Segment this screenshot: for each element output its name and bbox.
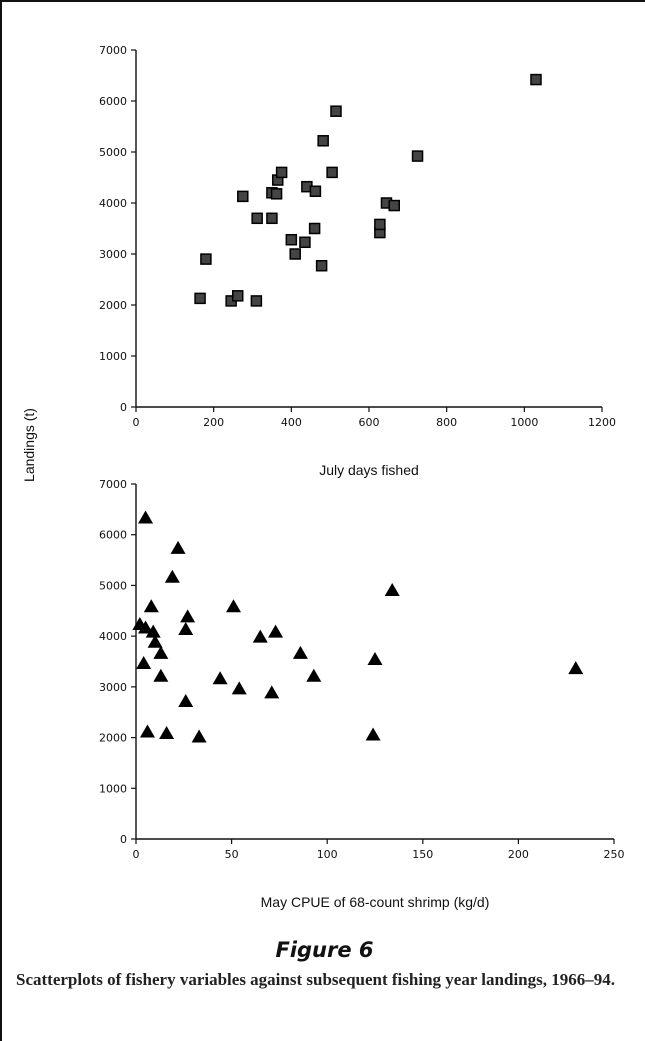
- x-tick-label: 200: [203, 416, 224, 429]
- data-point: [330, 105, 342, 117]
- data-point: [250, 295, 263, 307]
- y-tick-label: 2000: [99, 732, 127, 745]
- x-tick-label: 1000: [510, 416, 538, 429]
- y-tick-label: 3000: [99, 681, 127, 694]
- data-point: [308, 222, 321, 235]
- data-point: [317, 135, 329, 147]
- data-point: [136, 656, 152, 670]
- y-tick-label: 1000: [99, 350, 127, 363]
- y-tick-label: 0: [120, 401, 127, 414]
- x-tick-label: 50: [225, 848, 239, 861]
- axes-days-fished: 0 200 400 600 800 1000 1200 0 1000 2000 3000 4000 50…: [99, 44, 616, 429]
- y-tick-label: 4000: [99, 197, 127, 210]
- data-point: [200, 253, 212, 265]
- axes-may-cpue: 0 50 100 150 200 250 0 1000 2000 3000 4000 5000 6000…: [99, 478, 625, 861]
- data-point: [306, 668, 322, 682]
- data-point: [139, 724, 155, 738]
- data-point: [266, 212, 278, 225]
- points-may-cpue: [132, 510, 584, 743]
- data-point: [289, 248, 301, 260]
- data-point: [191, 729, 207, 743]
- x-tick-label: 600: [359, 416, 380, 429]
- data-point: [367, 651, 383, 665]
- data-point: [268, 624, 284, 638]
- data-point: [153, 645, 169, 659]
- x-axis-label-may-cpue: May CPUE of 68-count shrimp (kg/d): [261, 894, 490, 910]
- chart-may-cpue: 0 50 100 150 200 250 0 1000 2000 3000 4000 5000 6000…: [99, 478, 625, 910]
- y-axis-label: Landings (t): [21, 408, 37, 482]
- data-point: [285, 233, 298, 246]
- x-tick-label: 100: [317, 848, 338, 861]
- points-days-fished: [194, 73, 542, 307]
- x-tick-label: 0: [133, 416, 140, 429]
- data-point: [309, 185, 322, 198]
- chart-days-fished: 0 200 400 600 800 1000 1200 0 1000 2000 3000 4000 50…: [99, 44, 616, 478]
- figure-title: Figure 6: [275, 938, 374, 962]
- x-tick-label: 250: [604, 848, 625, 861]
- data-point: [138, 510, 154, 524]
- data-point: [231, 681, 247, 695]
- data-point: [231, 290, 244, 302]
- data-point: [384, 582, 400, 596]
- y-tick-label: 2000: [99, 299, 127, 312]
- data-point: [147, 634, 163, 648]
- x-axis-label-days-fished: July days fished: [319, 462, 419, 478]
- data-point: [164, 569, 180, 583]
- y-tick-label: 5000: [99, 146, 127, 159]
- data-point: [388, 199, 400, 212]
- y-tick-label: 7000: [99, 44, 127, 57]
- data-point: [159, 726, 175, 739]
- data-point: [270, 188, 283, 200]
- data-point: [264, 685, 280, 699]
- y-tick-label: 6000: [99, 529, 127, 542]
- y-tick-label: 7000: [99, 478, 127, 491]
- data-point: [299, 236, 311, 249]
- x-tick-label: 0: [133, 848, 140, 861]
- data-point: [143, 599, 159, 613]
- x-tick-label: 200: [508, 848, 529, 861]
- data-point: [153, 668, 169, 682]
- data-point: [178, 622, 194, 636]
- data-point: [237, 190, 249, 203]
- data-point: [145, 624, 161, 638]
- data-point: [194, 292, 206, 305]
- y-tick-label: 4000: [99, 630, 127, 643]
- y-tick-label: 0: [120, 833, 127, 846]
- data-point: [365, 727, 381, 741]
- data-point: [411, 150, 424, 162]
- data-point: [315, 259, 328, 272]
- data-point: [326, 166, 338, 179]
- x-tick-label: 1200: [588, 416, 616, 429]
- x-tick-label: 800: [436, 416, 457, 429]
- y-tick-label: 5000: [99, 579, 127, 592]
- data-point: [374, 218, 386, 231]
- data-point: [138, 620, 154, 634]
- x-tick-label: 400: [281, 416, 302, 429]
- y-tick-label: 1000: [99, 782, 127, 795]
- data-point: [252, 629, 268, 643]
- data-point: [178, 694, 194, 708]
- figure-caption: Scatterplots of fishery variables agains…: [16, 970, 615, 989]
- figure-plots: Landings (t) 0 200 400 600 800 1000 1200010002…: [21, 44, 625, 910]
- data-point: [226, 599, 242, 613]
- data-point: [251, 212, 263, 225]
- data-point: [292, 645, 308, 659]
- data-point: [568, 661, 584, 675]
- data-point: [275, 166, 288, 179]
- y-tick-label: 6000: [99, 95, 127, 108]
- x-tick-label: 150: [412, 848, 433, 861]
- data-point: [212, 671, 228, 685]
- y-tick-label: 3000: [99, 248, 127, 261]
- data-point: [170, 540, 186, 554]
- data-point: [180, 609, 196, 623]
- data-point: [530, 73, 542, 86]
